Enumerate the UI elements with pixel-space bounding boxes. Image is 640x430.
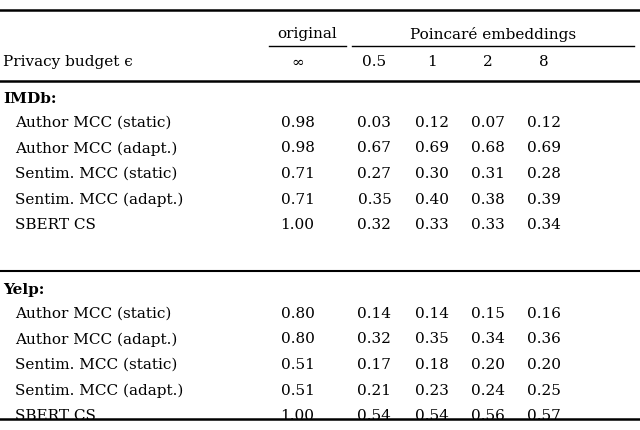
Text: 0.24: 0.24 <box>470 383 505 397</box>
Text: 0.14: 0.14 <box>415 306 449 320</box>
Text: 0.54: 0.54 <box>358 408 391 422</box>
Text: 1.00: 1.00 <box>280 218 315 232</box>
Text: IMDb:: IMDb: <box>3 92 57 106</box>
Text: 0.03: 0.03 <box>358 116 391 129</box>
Text: Sentim. MCC (adapt.): Sentim. MCC (adapt.) <box>15 192 183 206</box>
Text: 0.18: 0.18 <box>415 357 449 371</box>
Text: 0.32: 0.32 <box>358 218 391 232</box>
Text: original: original <box>277 28 337 41</box>
Text: 0.71: 0.71 <box>281 192 314 206</box>
Text: 0.30: 0.30 <box>415 167 449 181</box>
Text: 0.14: 0.14 <box>357 306 392 320</box>
Text: 0.28: 0.28 <box>527 167 561 181</box>
Text: 0.57: 0.57 <box>527 408 561 422</box>
Text: 0.51: 0.51 <box>281 357 314 371</box>
Text: 0.69: 0.69 <box>527 141 561 155</box>
Text: Author MCC (adapt.): Author MCC (adapt.) <box>15 332 177 346</box>
Text: Author MCC (static): Author MCC (static) <box>15 116 171 129</box>
Text: 0.20: 0.20 <box>470 357 505 371</box>
Text: Author MCC (static): Author MCC (static) <box>15 306 171 320</box>
Text: 0.15: 0.15 <box>471 306 504 320</box>
Text: 0.39: 0.39 <box>527 192 561 206</box>
Text: Sentim. MCC (static): Sentim. MCC (static) <box>15 357 177 371</box>
Text: 0.51: 0.51 <box>281 383 314 397</box>
Text: 0.67: 0.67 <box>358 141 391 155</box>
Text: Yelp:: Yelp: <box>3 282 45 296</box>
Text: 0.27: 0.27 <box>358 167 391 181</box>
Text: 0.80: 0.80 <box>281 306 314 320</box>
Text: 0.33: 0.33 <box>415 218 449 232</box>
Text: 0.69: 0.69 <box>415 141 449 155</box>
Text: 0.68: 0.68 <box>471 141 504 155</box>
Text: 0.34: 0.34 <box>527 218 561 232</box>
Text: Privacy budget ϵ: Privacy budget ϵ <box>3 55 133 69</box>
Text: 0.32: 0.32 <box>358 332 391 346</box>
Text: ∞: ∞ <box>291 55 304 69</box>
Text: 1.00: 1.00 <box>280 408 315 422</box>
Text: SBERT CS: SBERT CS <box>15 218 95 232</box>
Text: 0.35: 0.35 <box>358 192 391 206</box>
Text: Sentim. MCC (adapt.): Sentim. MCC (adapt.) <box>15 383 183 397</box>
Text: 0.21: 0.21 <box>357 383 392 397</box>
Text: 0.71: 0.71 <box>281 167 314 181</box>
Text: 0.98: 0.98 <box>281 141 314 155</box>
Text: SBERT CS: SBERT CS <box>15 408 95 422</box>
Text: 8: 8 <box>539 55 549 69</box>
Text: 0.56: 0.56 <box>471 408 504 422</box>
Text: 0.36: 0.36 <box>527 332 561 346</box>
Text: 0.12: 0.12 <box>527 116 561 129</box>
Text: Sentim. MCC (static): Sentim. MCC (static) <box>15 167 177 181</box>
Text: Poincaré embeddings: Poincaré embeddings <box>410 27 576 42</box>
Text: 0.20: 0.20 <box>527 357 561 371</box>
Text: 0.12: 0.12 <box>415 116 449 129</box>
Text: 0.23: 0.23 <box>415 383 449 397</box>
Text: 0.16: 0.16 <box>527 306 561 320</box>
Text: 0.07: 0.07 <box>471 116 504 129</box>
Text: 0.40: 0.40 <box>415 192 449 206</box>
Text: 0.35: 0.35 <box>415 332 449 346</box>
Text: 0.25: 0.25 <box>527 383 561 397</box>
Text: 0.31: 0.31 <box>471 167 504 181</box>
Text: 2: 2 <box>483 55 493 69</box>
Text: 0.17: 0.17 <box>358 357 391 371</box>
Text: 0.38: 0.38 <box>471 192 504 206</box>
Text: 1: 1 <box>427 55 437 69</box>
Text: 0.33: 0.33 <box>471 218 504 232</box>
Text: 0.80: 0.80 <box>281 332 314 346</box>
Text: 0.54: 0.54 <box>415 408 449 422</box>
Text: 0.34: 0.34 <box>471 332 504 346</box>
Text: 0.5: 0.5 <box>362 55 387 69</box>
Text: Author MCC (adapt.): Author MCC (adapt.) <box>15 141 177 155</box>
Text: 0.98: 0.98 <box>281 116 314 129</box>
